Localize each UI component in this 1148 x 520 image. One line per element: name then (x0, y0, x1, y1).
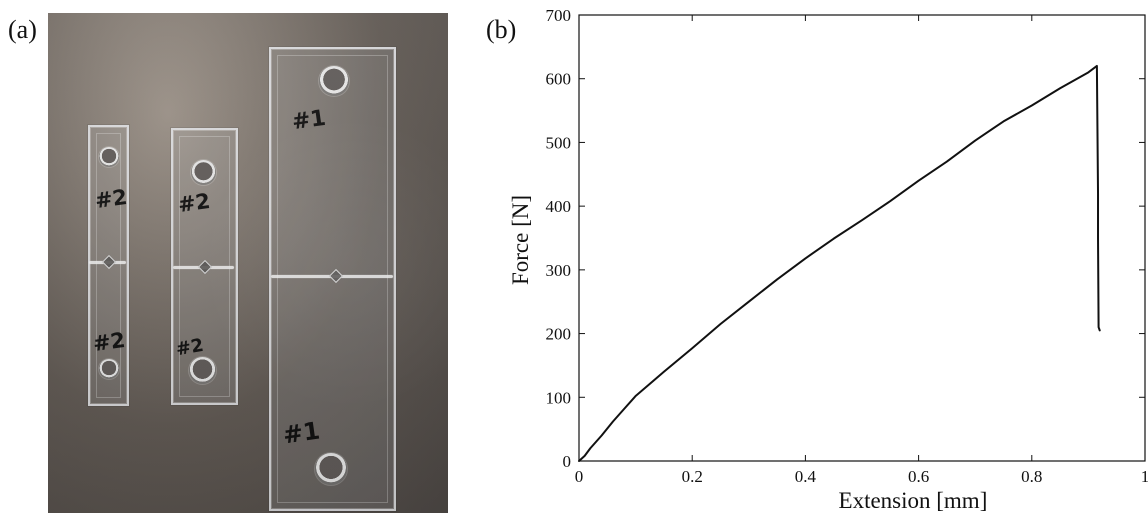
series-1-line (579, 66, 1100, 461)
specimen-small-2-bottom-hole (189, 357, 216, 384)
y-tick-label: 400 (546, 197, 572, 216)
chart-labels: Extension [mm] Force [N] (508, 195, 987, 513)
x-tick-label: 0.4 (795, 467, 817, 486)
specimen-small-2 (171, 128, 238, 405)
specimen-small-1 (88, 125, 129, 406)
marking-small-2-top: #2 (176, 189, 211, 217)
chart-axes (579, 15, 1145, 461)
chart-ticks: 0 0.2 0.4 0.6 0.8 1 0 100 200 300 400 500 600 700 (546, 6, 1148, 486)
y-tick-label: 600 (546, 70, 572, 89)
y-tick-label: 100 (546, 388, 572, 407)
marking-large-top: #1 (290, 106, 327, 135)
plot-frame (579, 15, 1145, 461)
chart-series-group (579, 66, 1100, 461)
y-tick-label: 300 (546, 261, 572, 280)
y-axis-label: Force [N] (508, 195, 533, 285)
specimen-photo: #2 #2 #2 #2 #1 #1 (48, 13, 448, 513)
specimen-large-notch (329, 269, 343, 283)
marking-small-1-top: #2 (93, 185, 128, 213)
marking-small-1-bottom: #2 (91, 328, 126, 356)
x-tick-label: 1 (1141, 467, 1148, 486)
y-tick-label: 200 (546, 325, 572, 344)
specimen-large-top-hole (319, 66, 349, 96)
specimen-large-bottom-hole (315, 453, 347, 485)
y-tick-label: 0 (563, 452, 572, 471)
panel-label-a: (a) (8, 17, 37, 43)
specimen-small-2-top-hole (191, 160, 216, 185)
panel-label-b: (b) (486, 17, 516, 43)
x-tick-label: 0 (575, 467, 584, 486)
x-tick-label: 0.6 (908, 467, 929, 486)
specimen-small-1-top-hole (99, 147, 119, 167)
marking-large-bottom: #1 (281, 417, 321, 450)
specimen-small-1-notch (102, 255, 116, 269)
x-axis-label: Extension [mm] (839, 488, 988, 513)
specimen-small-2-notch (198, 260, 212, 274)
y-tick-label: 500 (546, 133, 572, 152)
x-tick-label: 0.8 (1021, 467, 1042, 486)
y-tick-label: 700 (546, 6, 572, 25)
specimen-small-1-bottom-hole (99, 359, 119, 379)
x-tick-label: 0.2 (682, 467, 703, 486)
